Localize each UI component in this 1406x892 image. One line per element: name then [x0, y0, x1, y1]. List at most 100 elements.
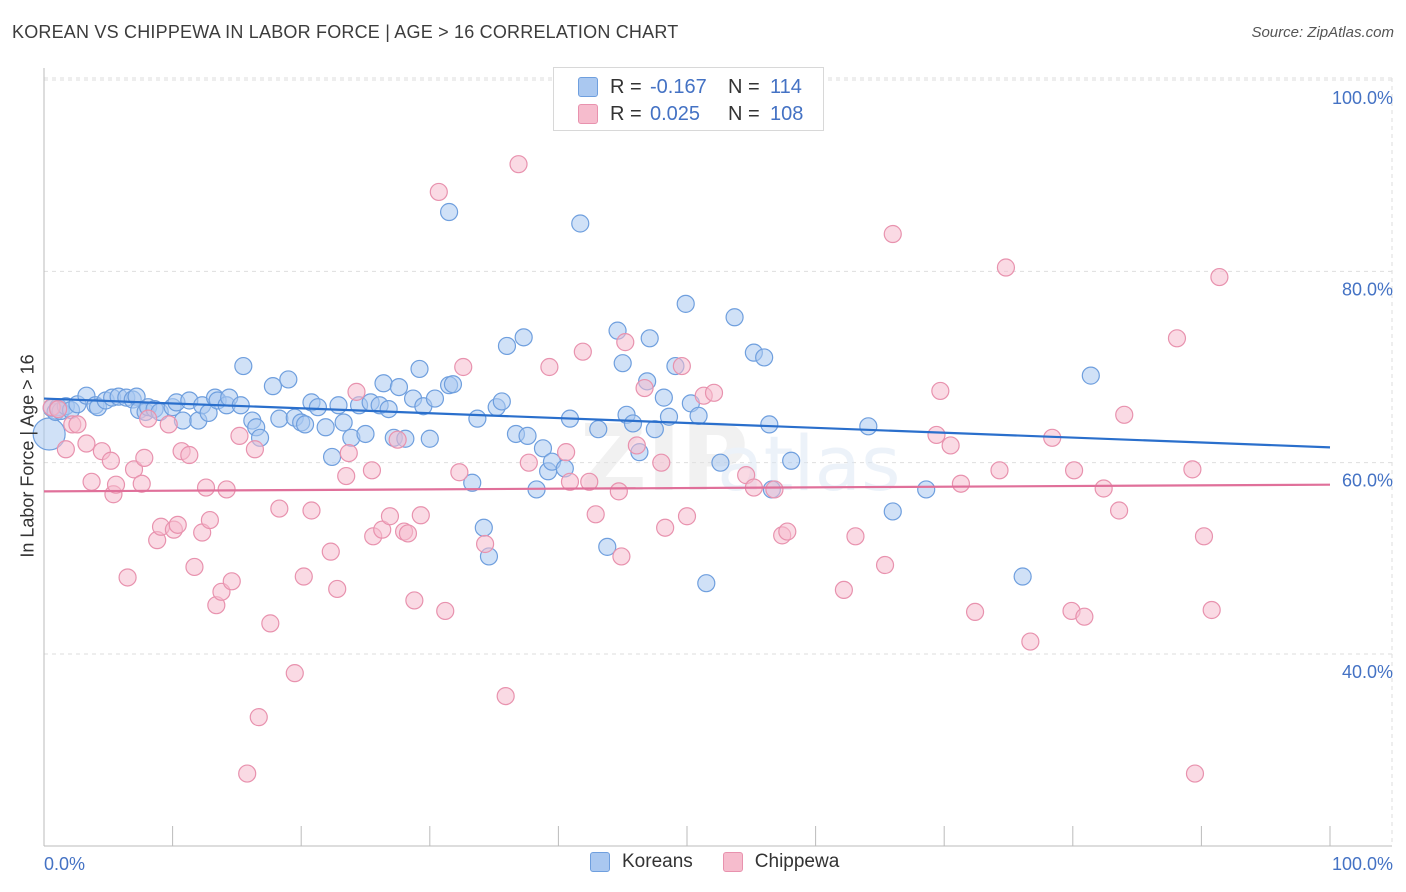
korean-point — [518, 426, 537, 445]
chippewa-point — [1109, 501, 1129, 520]
korean-point — [379, 399, 398, 419]
chippewa-point — [124, 460, 144, 479]
korean-point — [659, 407, 679, 426]
chippewa-point — [609, 482, 628, 501]
legend-item-koreans[interactable]: Koreans — [590, 851, 693, 873]
chippewa-point — [106, 475, 126, 494]
series-legend: Koreans Chippewa — [590, 851, 869, 873]
chippewa-point — [347, 382, 366, 401]
chippewa-point — [362, 461, 382, 480]
n-label: N = — [728, 102, 760, 125]
chippewa-point — [1210, 267, 1229, 287]
chippewa-point — [996, 258, 1016, 277]
stats-legend: R = -0.167 N = 114 R = 0.025 N = 108 — [553, 67, 824, 131]
korean-point — [374, 374, 393, 393]
chippewa-point — [1202, 600, 1221, 620]
korean-point — [439, 202, 459, 222]
r-value: 0.025 — [650, 102, 701, 125]
korean-point — [533, 439, 553, 458]
chippewa-point — [612, 547, 631, 566]
chippewa-point — [704, 383, 724, 402]
chippewa-point — [496, 686, 515, 706]
chippewa-point — [285, 664, 304, 683]
y-axis-label: In Labor Force | Age > 16 — [17, 354, 38, 558]
korean-point — [755, 348, 774, 367]
tick-labels: 40.0% 60.0% 80.0% 100.0% 0.0% 100.0% — [44, 88, 1393, 874]
chippewa-point — [249, 708, 268, 727]
chippewa-point — [49, 399, 68, 419]
korean-point — [389, 377, 409, 397]
chippewa-point — [1183, 460, 1202, 479]
chippewa-swatch — [578, 104, 598, 124]
chippewa-point — [450, 463, 469, 482]
axes — [43, 68, 1392, 847]
korean-point — [420, 429, 439, 448]
korean-point — [725, 308, 744, 327]
korean-point — [711, 453, 730, 472]
chippewa-point — [302, 501, 321, 520]
chippewa-point — [990, 461, 1009, 480]
trend-lines — [43, 397, 1331, 493]
chippewa-point — [222, 572, 241, 591]
chippewa-point — [168, 515, 187, 534]
korean-point — [263, 377, 283, 396]
chippewa-point — [294, 567, 313, 586]
chippewa-point — [405, 591, 424, 610]
korean-point — [410, 359, 429, 379]
data-points — [32, 155, 1229, 783]
chippewa-point — [230, 426, 249, 445]
chippewa-point — [388, 430, 407, 449]
chippewa-point — [82, 472, 101, 491]
chippewa-point — [627, 436, 646, 455]
korean-point — [782, 451, 801, 470]
chippewa-point — [159, 415, 178, 434]
chippewa-point — [101, 451, 120, 470]
legend-row-koreans: R = -0.167 N = 114 — [554, 74, 802, 100]
chippewa-point — [677, 507, 697, 526]
chart-source: Source: ZipAtlas.com — [1251, 24, 1394, 41]
korean-point — [270, 409, 289, 428]
y-tick-label: 80.0% — [1342, 279, 1393, 299]
chippewa-point — [411, 506, 430, 525]
chippewa-point — [616, 333, 635, 352]
korean-point — [571, 214, 590, 233]
chippewa-point — [185, 557, 204, 577]
chippewa-point — [557, 443, 576, 462]
chippewa-point — [1075, 607, 1094, 626]
korean-swatch — [590, 852, 610, 872]
chippewa-point — [132, 474, 151, 493]
chippewa-point — [519, 453, 538, 472]
korean-point — [613, 354, 632, 373]
chippewa-point — [931, 381, 950, 401]
korean-point — [334, 413, 353, 432]
korean-point — [492, 392, 511, 411]
korean-point — [623, 414, 643, 433]
y-tick-label: 40.0% — [1342, 662, 1393, 682]
korean-point — [443, 375, 463, 394]
korean-point — [308, 398, 328, 417]
chippewa-point — [580, 472, 599, 491]
korean-point — [295, 415, 315, 434]
chippewa-point — [560, 472, 580, 491]
chippewa-point — [135, 448, 154, 467]
legend-item-chippewa[interactable]: Chippewa — [722, 851, 839, 873]
chippewa-point — [380, 507, 400, 526]
chippewa-point — [328, 579, 347, 599]
korean-point — [425, 389, 445, 408]
korean-point — [356, 424, 375, 444]
korean-point — [279, 370, 298, 389]
chippewa-point — [200, 510, 219, 530]
korean-point — [463, 473, 482, 492]
chippewa-point — [834, 580, 853, 600]
n-value: 108 — [770, 102, 804, 125]
chippewa-point — [635, 378, 654, 398]
chippewa-point — [875, 555, 895, 575]
chippewa-point — [238, 764, 257, 783]
chippewa-point — [573, 342, 592, 361]
korean-point — [883, 502, 902, 521]
chippewa-point — [454, 357, 473, 377]
korean-point — [316, 418, 335, 437]
chippewa-point — [321, 542, 340, 561]
chart-title: KOREAN VS CHIPPEWA IN LABOR FORCE | AGE … — [12, 22, 679, 42]
